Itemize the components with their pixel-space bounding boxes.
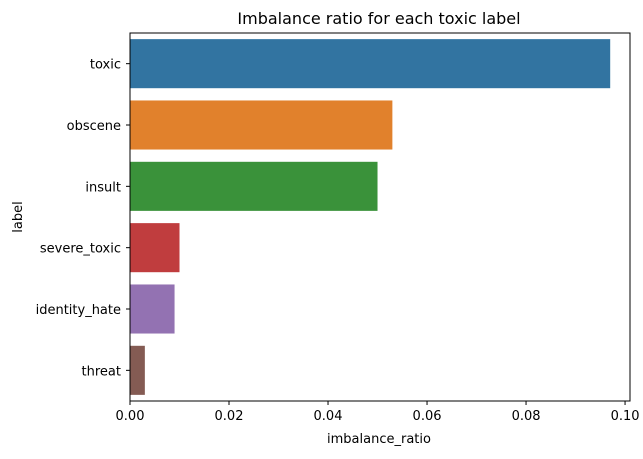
chart-title: Imbalance ratio for each toxic label (237, 9, 520, 28)
y-tick-label: threat (82, 364, 121, 379)
y-tick-label: severe_toxic (40, 242, 121, 257)
bar-obscene (130, 100, 393, 150)
x-tick-label: 0.06 (413, 409, 442, 424)
y-axis-ticks: toxic obscene insult severe_toxic identity_h… (36, 58, 130, 379)
x-tick-label: 0.10 (611, 409, 640, 424)
bar-threat (130, 345, 145, 395)
x-tick-label: 0.08 (512, 409, 541, 424)
bars-layer (130, 39, 611, 395)
x-tick-label: 0.00 (116, 409, 145, 424)
bar-identity-hate (130, 284, 175, 334)
y-tick-label: obscene (67, 119, 121, 134)
x-tick-label: 0.04 (314, 409, 343, 424)
bar-insult (130, 161, 378, 211)
bar-toxic (130, 39, 611, 89)
y-axis-label: label (11, 201, 26, 232)
y-tick-label: insult (85, 180, 121, 195)
plot-frame (129, 32, 631, 402)
y-tick-label: identity_hate (36, 303, 121, 318)
x-tick-label: 0.02 (215, 409, 244, 424)
y-tick-label: toxic (90, 58, 121, 73)
x-axis-ticks: 0.00 0.02 0.04 0.06 0.08 0.10 (116, 401, 640, 424)
x-axis-label: imbalance_ratio (327, 432, 431, 447)
bar-severe-toxic (130, 223, 180, 273)
